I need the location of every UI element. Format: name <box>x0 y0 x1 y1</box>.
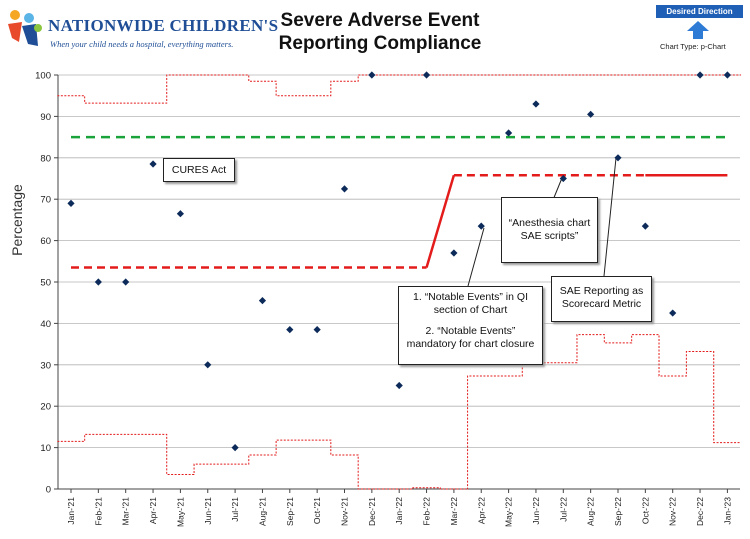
data-point <box>313 326 321 334</box>
x-tick-label: May-'22 <box>504 497 514 527</box>
title-line-1: Severe Adverse Event <box>280 10 480 31</box>
data-point <box>422 71 431 79</box>
hospital-logo: NATIONWIDE CHILDREN'S When your child ne… <box>4 6 278 58</box>
y-tick-label: 70 <box>40 195 51 206</box>
y-tick-label: 50 <box>40 278 51 289</box>
x-tick-label: Jun-'22 <box>531 497 541 525</box>
data-point <box>122 278 130 286</box>
data-point <box>231 444 239 452</box>
y-tick-label: 90 <box>40 112 51 123</box>
x-tick-label: Jan-'23 <box>722 497 732 525</box>
annotation-cures-act: CURES Act <box>163 158 235 182</box>
x-tick-label: Nov-'21 <box>340 497 350 526</box>
callout-line <box>467 227 485 287</box>
x-tick-label: Apr-'21 <box>148 497 158 524</box>
x-tick-label: Feb-'22 <box>422 497 432 526</box>
y-tick-label: 10 <box>40 443 51 454</box>
y-axis-label: Percentage <box>9 184 25 256</box>
data-point <box>669 309 677 317</box>
annotation-notable-events-2: 2. “Notable Events” mandatory for chart … <box>406 325 535 350</box>
data-point <box>477 222 485 230</box>
data-point <box>258 297 267 305</box>
x-tick-label: Jun-'21 <box>203 497 213 525</box>
y-tick-label: 100 <box>35 71 51 82</box>
annotation-anesthesia-scripts: “Anesthesia chart SAE scripts” <box>501 197 598 263</box>
annotation-notable-events: 1. “Notable Events” in QI section of Cha… <box>398 286 543 365</box>
data-point <box>641 222 649 230</box>
y-tick-label: 20 <box>40 402 51 413</box>
data-point <box>696 71 704 79</box>
y-tick-label: 80 <box>40 153 51 164</box>
data-point <box>559 174 567 183</box>
x-tick-label: Feb-'21 <box>93 497 103 526</box>
lower-control-limit-line <box>57 334 742 490</box>
data-point <box>450 249 458 257</box>
data-point <box>149 160 157 168</box>
callout-line <box>603 157 617 277</box>
arrow-up-icon <box>687 21 709 39</box>
data-point <box>67 199 75 207</box>
title-line-2: Reporting Compliance <box>278 33 482 54</box>
data-point <box>286 326 294 334</box>
x-tick-label: Nov-'22 <box>668 497 678 526</box>
annotation-notable-events-1: 1. “Notable Events” in QI section of Cha… <box>413 291 528 316</box>
data-point <box>368 71 376 79</box>
x-tick-label: Aug-'22 <box>586 497 596 526</box>
x-tick-label: Jul-'21 <box>230 497 240 522</box>
x-tick-label: Jul-'22 <box>558 497 568 522</box>
y-tick-label: 40 <box>40 319 51 330</box>
logo-children-icon <box>8 10 42 46</box>
x-tick-label: Dec-'21 <box>367 497 377 526</box>
x-tick-label: Mar-'21 <box>121 497 131 526</box>
data-point <box>505 129 513 137</box>
y-tick-label: 60 <box>40 236 51 247</box>
x-tick-label: Dec-'22 <box>695 497 705 526</box>
x-tick-label: Jan-'21 <box>66 497 76 525</box>
y-tick-label: 30 <box>40 360 51 371</box>
x-tick-label: Sep-'22 <box>613 497 623 526</box>
x-tick-label: Sep-'21 <box>285 497 295 526</box>
org-tagline: When your child needs a hospital, everyt… <box>50 39 234 49</box>
data-point <box>723 71 731 79</box>
x-tick-label: Oct-'22 <box>640 497 650 524</box>
x-tick-label: May-'21 <box>175 497 185 527</box>
x-tick-label: Oct-'21 <box>312 497 322 524</box>
chart-title: Severe Adverse Event Reporting Complianc… <box>240 9 520 55</box>
data-point <box>204 361 212 369</box>
data-point <box>614 154 622 162</box>
data-point <box>340 185 349 193</box>
center-line-segment <box>425 174 456 268</box>
callout-line <box>552 177 563 201</box>
data-point <box>395 381 403 390</box>
x-tick-label: Aug-'21 <box>257 497 267 526</box>
data-point <box>176 210 184 218</box>
y-tick-label: 0 <box>46 485 51 496</box>
x-tick-label: Mar-'22 <box>449 497 459 526</box>
x-tick-label: Apr-'22 <box>476 497 486 524</box>
chart-type-label: Chart Type: p-Chart <box>660 42 726 51</box>
org-name: NATIONWIDE CHILDREN'S <box>48 16 279 35</box>
data-point <box>94 278 102 286</box>
upper-control-limit-line <box>57 74 742 104</box>
annotation-scorecard-metric: SAE Reporting as Scorecard Metric <box>551 276 652 322</box>
data-point <box>532 100 540 108</box>
x-tick-label: Jan-'22 <box>394 497 404 525</box>
data-point <box>587 110 595 118</box>
desired-direction-badge: Desired Direction <box>656 5 743 18</box>
